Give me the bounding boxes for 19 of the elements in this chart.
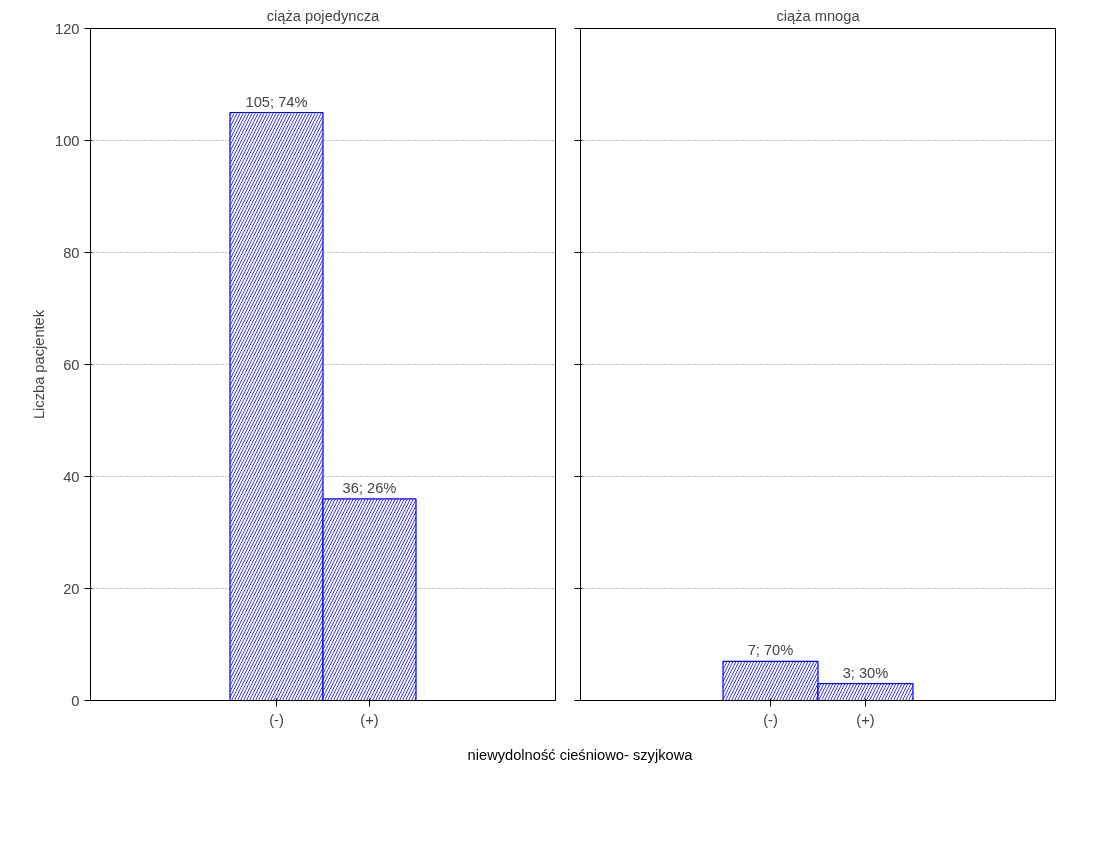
x-tick-label: (+)	[856, 711, 875, 728]
chart-title: ciąża pojedyncza	[266, 7, 381, 24]
x-axis-title: niewydolność cieśniowo- szyjkowa	[467, 746, 693, 765]
y-tick-label: 60	[63, 356, 80, 373]
x-tick-label: (-)	[763, 711, 778, 728]
data-label: 7; 70%	[747, 642, 794, 659]
x-tick-label: (-)	[269, 711, 284, 728]
data-label: 3; 30%	[842, 664, 889, 681]
data-label: 36; 26%	[342, 479, 397, 496]
chart-title: ciąża mnoga	[776, 7, 861, 24]
y-axis-title: Liczba pacjentek	[31, 309, 48, 420]
y-tick-label: 100	[55, 132, 80, 149]
y-tick-label: 20	[63, 580, 80, 597]
y-tick-label: 0	[71, 692, 80, 709]
y-tick-label: 120	[55, 20, 80, 37]
y-tick-label: 80	[63, 244, 80, 261]
x-tick-label: (+)	[360, 711, 379, 728]
data-label: 105; 74%	[245, 93, 308, 110]
y-tick-label: 40	[63, 468, 80, 485]
